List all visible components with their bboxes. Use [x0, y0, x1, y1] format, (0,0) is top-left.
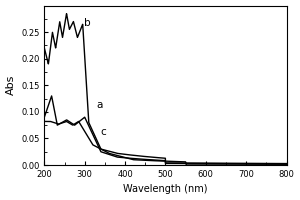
- Text: a: a: [96, 100, 102, 110]
- Y-axis label: Abs: Abs: [6, 75, 16, 95]
- Text: c: c: [100, 127, 106, 137]
- X-axis label: Wavelength (nm): Wavelength (nm): [123, 184, 208, 194]
- Text: b: b: [84, 18, 91, 28]
